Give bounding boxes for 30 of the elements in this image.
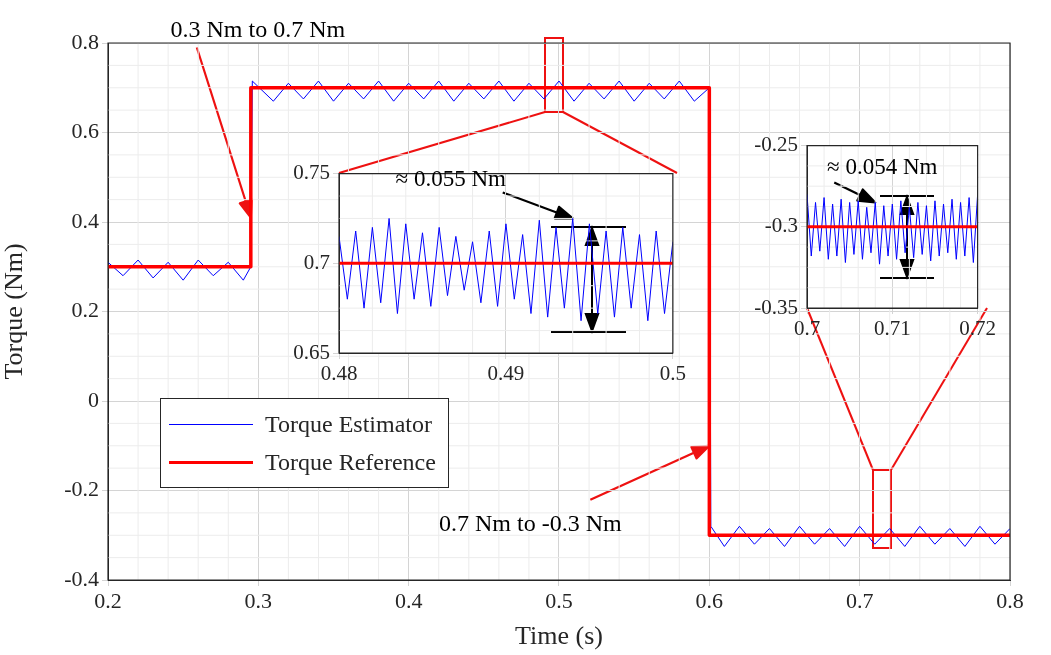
y-tick-label: 0.75 xyxy=(293,160,330,185)
y-tick-label: 0.2 xyxy=(71,297,99,323)
x-tick-label: 0.7 xyxy=(845,587,874,613)
y-axis-title: Torque (Nm) xyxy=(0,243,29,380)
y-tick-label: 0 xyxy=(88,386,99,412)
annotation: ≈ 0.055 Nm xyxy=(395,166,507,192)
x-tick-label: 0.5 xyxy=(545,587,573,613)
x-tick-label: 0.71 xyxy=(873,316,911,341)
x-tick-label: 0.5 xyxy=(659,361,686,386)
annotation: 0.3 Nm to 0.7 Nm xyxy=(170,15,346,42)
x-axis-title: Time (s) xyxy=(515,621,603,651)
y-tick-label: 0.7 xyxy=(303,249,330,274)
x-tick-label: 0.3 xyxy=(244,587,273,613)
x-tick-label: 0.8 xyxy=(996,587,1024,613)
y-tick-label: 0.8 xyxy=(71,28,99,54)
annotation: 0.7 Nm to -0.3 Nm xyxy=(439,510,622,537)
y-tick-label: 0.6 xyxy=(71,118,99,144)
y-tick-label: 0.4 xyxy=(71,207,99,233)
x-tick-label: 0.49 xyxy=(487,361,525,386)
y-tick-label: -0.35 xyxy=(754,294,798,319)
x-tick-label: 0.6 xyxy=(695,587,724,613)
annotation: ≈ 0.054 Nm xyxy=(827,154,938,180)
x-tick-label: 0.48 xyxy=(320,361,358,386)
y-tick-label: -0.25 xyxy=(754,132,798,157)
legend-label: Torque Estimator xyxy=(265,410,432,438)
x-tick-label: 0.4 xyxy=(394,587,423,613)
y-tick-label: -0.3 xyxy=(764,213,798,238)
y-tick-label: -0.2 xyxy=(64,476,99,502)
legend-label: Torque Reference xyxy=(265,448,436,476)
y-tick-label: 0.65 xyxy=(293,339,330,364)
